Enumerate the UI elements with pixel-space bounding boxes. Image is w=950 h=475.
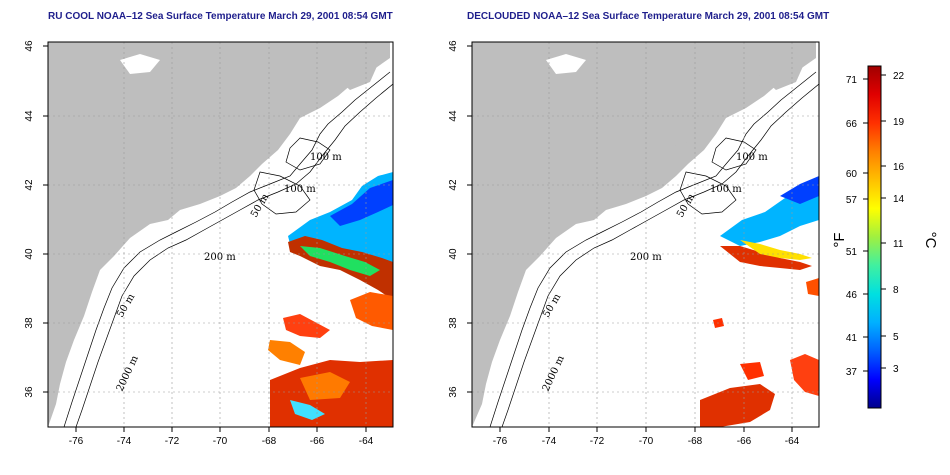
x-axis-right: -76 -74 -72 -70 -68 -66 -64	[493, 427, 800, 447]
y-tick-label: 36	[448, 386, 459, 398]
celsius-tick-label: 14	[893, 194, 905, 205]
sst-patch-cold-core	[330, 180, 393, 226]
y-axis-right: 46 44 42 40 38 36	[448, 40, 472, 398]
contour-label-left-1: 100 m	[284, 184, 316, 195]
x-tick-label: -76	[493, 436, 508, 447]
isobath-100-bank	[711, 137, 757, 171]
fahrenheit-tick-label: 60	[846, 169, 858, 180]
fahrenheit-tick-label: 51	[846, 247, 858, 258]
lake	[120, 54, 160, 74]
colorbar-fahrenheit-ticks: 71 66 60 57 51 46 41 37	[846, 75, 868, 378]
colorbar: °F °C 71 66 60 57 51 46 41 37 22 19 16 14 11 8 5 3	[831, 65, 939, 409]
land-right	[472, 42, 816, 427]
x-tick-label: -64	[785, 436, 800, 447]
x-tick-label: -68	[262, 436, 277, 447]
celsius-tick-label: 19	[893, 117, 905, 128]
y-tick-label: 42	[448, 179, 459, 191]
x-tick-label: -70	[213, 436, 228, 447]
fahrenheit-unit-label: °F	[831, 232, 848, 247]
map-left: 100 m 100 m 50 m 200 m 50 m 2000 m -76 -7…	[24, 40, 394, 447]
nova-scotia	[226, 112, 285, 146]
x-tick-label: -68	[688, 436, 703, 447]
isobaths-right	[489, 71, 819, 427]
x-tick-label: -66	[737, 436, 752, 447]
x-tick-label: -72	[590, 436, 605, 447]
fahrenheit-tick-label: 71	[846, 75, 858, 86]
fahrenheit-tick-label: 37	[846, 367, 858, 378]
sst-patch-warm-4	[300, 372, 350, 400]
x-tick-label: -72	[165, 436, 180, 447]
contour-label-left-3: 200 m	[204, 252, 236, 263]
isobaths-left	[63, 71, 393, 427]
x-tick-label: -74	[117, 436, 132, 447]
x-tick-label: -64	[359, 436, 374, 447]
map-title-left: RU COOL NOAA–12 Sea Surface Temperature …	[48, 11, 393, 22]
y-axis-left: 46 44 42 40 38 36	[24, 40, 48, 398]
sst-patch-warm-5	[350, 292, 393, 330]
y-tick-label: 38	[24, 317, 35, 329]
sst-patch-warm-2	[700, 384, 775, 427]
y-tick-label: 42	[24, 179, 35, 191]
map-title-right: DECLOUDED NOAA–12 Sea Surface Temperatur…	[467, 11, 830, 22]
sst-patch-yellow	[740, 240, 812, 260]
x-tick-label: -74	[542, 436, 557, 447]
colorbar-ramp	[867, 65, 882, 409]
isobath-50-bank	[679, 171, 737, 215]
x-tick-label: -76	[69, 436, 84, 447]
fahrenheit-tick-label: 41	[846, 333, 858, 344]
contour-label-right-3: 200 m	[630, 252, 662, 263]
isobath-2000	[501, 83, 819, 427]
isobath-200	[63, 71, 391, 427]
sst-patches-left	[268, 172, 393, 427]
sst-patch-warm-1	[740, 362, 764, 380]
celsius-tick-label: 8	[893, 285, 899, 296]
fahrenheit-tick-label: 46	[846, 290, 858, 301]
isobath-2000	[75, 83, 393, 427]
celsius-tick-label: 16	[893, 162, 905, 173]
grid-right	[472, 42, 819, 427]
isobath-200	[489, 71, 817, 427]
y-tick-label: 40	[24, 248, 35, 260]
y-tick-label: 40	[448, 248, 459, 260]
x-tick-label: -66	[310, 436, 325, 447]
contour-label-right-1: 100 m	[710, 184, 742, 195]
colorbar-celsius-ticks: 22 19 16 14 11 8 5 3	[881, 71, 905, 375]
sst-patch-warm-4	[806, 278, 819, 296]
contour-label-left-0: 100 m	[310, 152, 342, 163]
y-tick-label: 36	[24, 386, 35, 398]
coastline-land	[472, 42, 816, 427]
isobath-50-bank	[253, 171, 311, 215]
celsius-tick-label: 3	[893, 364, 899, 375]
grid-left	[48, 42, 393, 427]
x-axis-left: -76 -74 -72 -70 -68 -66 -64	[69, 427, 374, 447]
isobath-100-bank	[285, 137, 331, 171]
celsius-tick-label: 11	[893, 239, 904, 250]
fahrenheit-tick-label: 57	[846, 195, 858, 206]
y-tick-label: 44	[448, 110, 459, 122]
map-right: 100 m 100 m 50 m 200 m 50 m 2000 m -76 -7…	[448, 40, 820, 447]
celsius-tick-label: 5	[893, 332, 899, 343]
y-tick-label: 46	[24, 40, 35, 52]
sst-patch-warm-2	[268, 340, 305, 365]
sst-patch-mid	[300, 246, 380, 276]
x-tick-label: -70	[639, 436, 654, 447]
sst-patch-mixed	[290, 400, 325, 420]
coastline-land	[48, 42, 390, 427]
sst-patch-warm-3	[790, 354, 819, 396]
sst-patch-warm-band	[720, 246, 812, 270]
sst-patches-right	[700, 176, 819, 427]
celsius-unit-label: °C	[922, 232, 939, 249]
y-tick-label: 46	[448, 40, 459, 52]
lake	[546, 54, 586, 74]
y-tick-label: 44	[24, 110, 35, 122]
contour-label-right-0: 100 m	[736, 152, 768, 163]
fahrenheit-tick-label: 66	[846, 119, 858, 130]
sst-patch-cold-core	[780, 176, 819, 204]
y-tick-label: 38	[448, 317, 459, 329]
nova-scotia	[652, 112, 711, 146]
celsius-tick-label: 22	[893, 71, 905, 82]
sst-patch-warm-1	[283, 314, 330, 338]
